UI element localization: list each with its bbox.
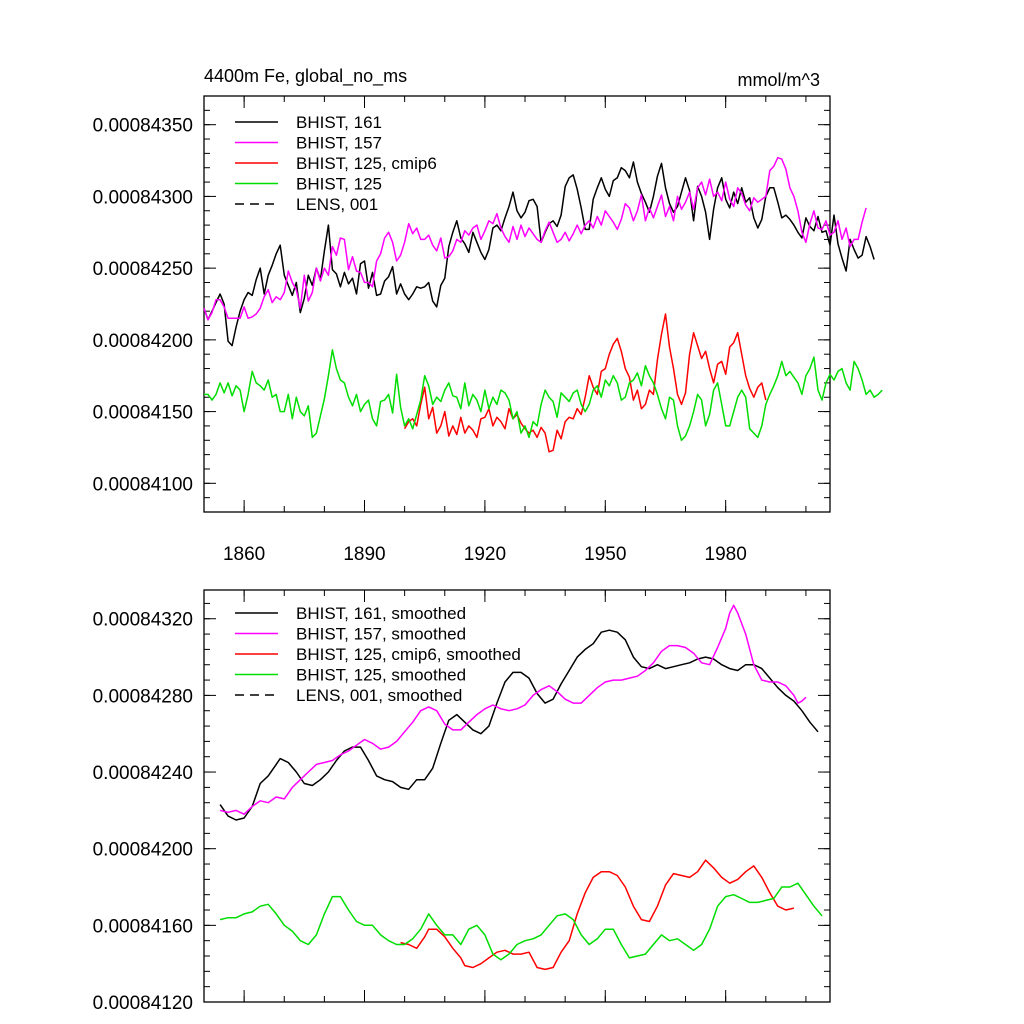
top-panel-title: 4400m Fe, global_no_ms [204, 66, 407, 87]
legend-label: LENS, 001, smoothed [296, 686, 462, 705]
x-tick-label: 1950 [584, 544, 626, 565]
legend-label: BHIST, 125, cmip6 [296, 154, 437, 173]
bottom-plot-frame [203, 589, 831, 1003]
y-tick-label: 0.00084120 [93, 993, 193, 1014]
bottom-x-axis [203, 590, 807, 1002]
x-tick-label: 1980 [705, 544, 747, 565]
x-tick-label: 1890 [343, 544, 385, 565]
legend-label: BHIST, 125, smoothed [296, 666, 466, 685]
x-tick-label: 1860 [223, 544, 265, 565]
y-tick-label: 0.00084100 [93, 474, 193, 495]
bottom-panel: 0.00084120 0.00084160 0.00084200 0.00084240… [93, 589, 831, 1014]
y-tick-label: 0.00084150 [93, 403, 193, 424]
series-line [203, 156, 867, 321]
top-series-group [203, 156, 883, 453]
bottom-series-group [219, 604, 823, 971]
series-line [219, 629, 819, 821]
y-tick-label: 0.00084200 [93, 331, 193, 352]
top-panel-units: mmol/m^3 [738, 70, 820, 90]
legend-label: BHIST, 157 [296, 134, 382, 153]
bottom-legend: BHIST, 161, smoothed BHIST, 157, smoothed… [235, 604, 521, 705]
legend-label: BHIST, 161 [296, 113, 382, 132]
y-tick-label: 0.00084300 [93, 187, 193, 208]
y-tick-label: 0.00084320 [93, 610, 193, 631]
top-panel: 4400m Fe, global_no_ms mmol/m^3 0.000841… [93, 66, 883, 565]
legend-label: BHIST, 161, smoothed [296, 604, 466, 623]
series-line [219, 882, 823, 961]
legend-label: BHIST, 125, cmip6, smoothed [296, 645, 521, 664]
series-line [403, 313, 767, 453]
series-line [400, 859, 795, 971]
top-x-axis: 1860 1890 1920 1950 1980 [203, 96, 807, 565]
y-tick-label: 0.00084350 [93, 116, 193, 137]
top-y-axis: 0.00084100 0.00084150 0.00084200 0.00084250… [93, 95, 830, 513]
top-plot-frame [203, 95, 831, 513]
y-tick-label: 0.00084200 [93, 840, 193, 861]
legend-label: LENS, 001 [296, 195, 378, 214]
legend-label: BHIST, 157, smoothed [296, 625, 466, 644]
x-tick-label: 1920 [464, 544, 506, 565]
y-tick-label: 0.00084250 [93, 259, 193, 280]
y-tick-label: 0.00084160 [93, 916, 193, 937]
series-line [204, 349, 883, 442]
bottom-y-axis: 0.00084120 0.00084160 0.00084200 0.00084240… [93, 602, 830, 1014]
legend-label: BHIST, 125 [296, 175, 382, 194]
series-line [219, 604, 807, 815]
y-tick-label: 0.00084280 [93, 686, 193, 707]
y-tick-label: 0.00084240 [93, 763, 193, 784]
